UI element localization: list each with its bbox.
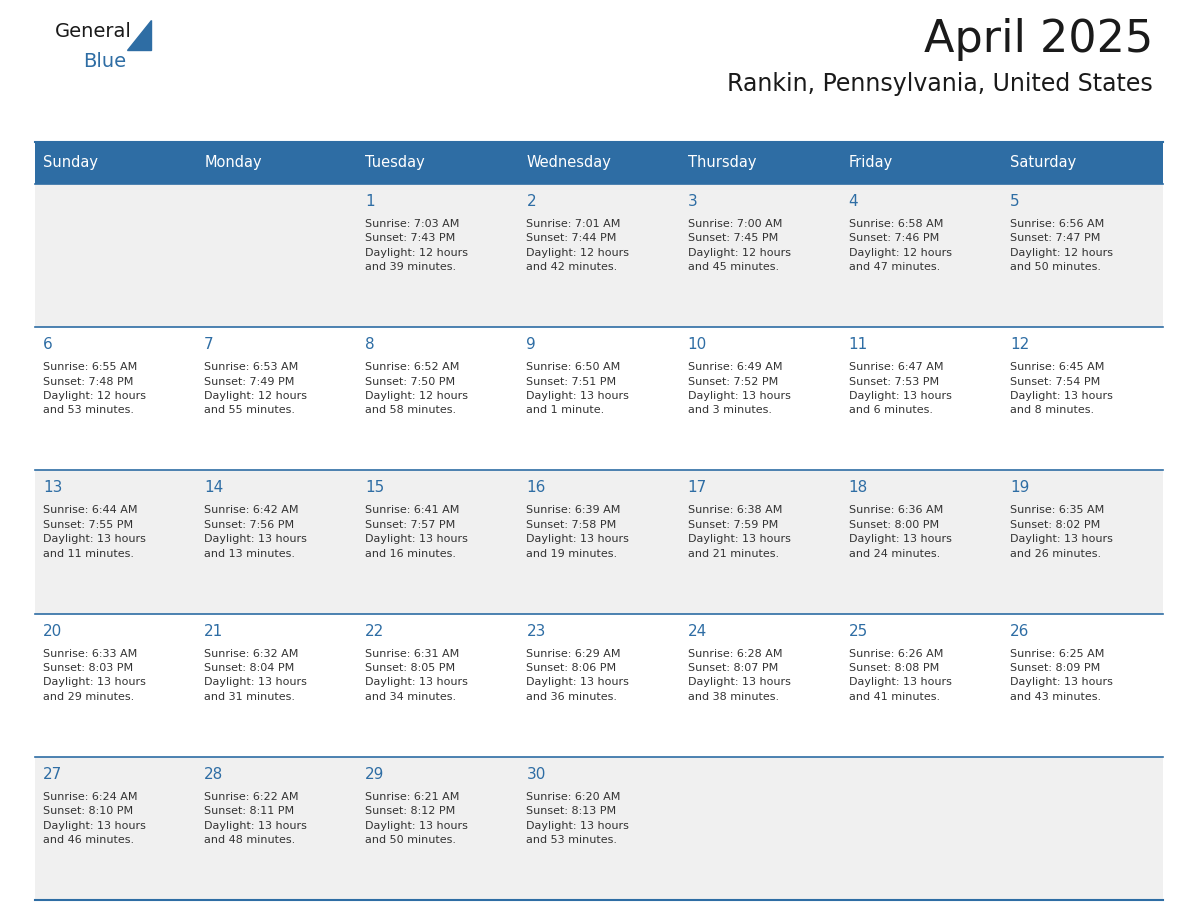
Bar <box>34 327 1163 470</box>
Text: 10: 10 <box>688 337 707 353</box>
Text: Tuesday: Tuesday <box>365 155 425 171</box>
Text: 16: 16 <box>526 480 545 496</box>
Text: 12: 12 <box>1010 337 1029 353</box>
Text: Sunrise: 6:56 AM
Sunset: 7:47 PM
Daylight: 12 hours
and 50 minutes.: Sunrise: 6:56 AM Sunset: 7:47 PM Dayligh… <box>1010 219 1113 273</box>
Text: 30: 30 <box>526 767 545 782</box>
Text: Friday: Friday <box>848 155 893 171</box>
Text: 17: 17 <box>688 480 707 496</box>
Text: Sunrise: 6:55 AM
Sunset: 7:48 PM
Daylight: 12 hours
and 53 minutes.: Sunrise: 6:55 AM Sunset: 7:48 PM Dayligh… <box>43 363 146 416</box>
Text: Sunrise: 6:21 AM
Sunset: 8:12 PM
Daylight: 13 hours
and 50 minutes.: Sunrise: 6:21 AM Sunset: 8:12 PM Dayligh… <box>365 792 468 845</box>
Text: April 2025: April 2025 <box>924 18 1154 61</box>
Text: Saturday: Saturday <box>1010 155 1076 171</box>
Text: Sunrise: 6:45 AM
Sunset: 7:54 PM
Daylight: 13 hours
and 8 minutes.: Sunrise: 6:45 AM Sunset: 7:54 PM Dayligh… <box>1010 363 1113 416</box>
Text: Sunrise: 6:36 AM
Sunset: 8:00 PM
Daylight: 13 hours
and 24 minutes.: Sunrise: 6:36 AM Sunset: 8:00 PM Dayligh… <box>848 506 952 558</box>
Text: 5: 5 <box>1010 194 1019 209</box>
Text: Sunrise: 6:26 AM
Sunset: 8:08 PM
Daylight: 13 hours
and 41 minutes.: Sunrise: 6:26 AM Sunset: 8:08 PM Dayligh… <box>848 649 952 701</box>
Text: 19: 19 <box>1010 480 1029 496</box>
Text: 25: 25 <box>848 623 868 639</box>
Text: 20: 20 <box>43 623 62 639</box>
Text: 8: 8 <box>365 337 375 353</box>
Text: 29: 29 <box>365 767 385 782</box>
Bar <box>34 756 1163 900</box>
Text: Thursday: Thursday <box>688 155 756 171</box>
Text: 4: 4 <box>848 194 859 209</box>
Bar <box>34 470 1163 613</box>
Text: 3: 3 <box>688 194 697 209</box>
Text: Sunrise: 6:41 AM
Sunset: 7:57 PM
Daylight: 13 hours
and 16 minutes.: Sunrise: 6:41 AM Sunset: 7:57 PM Dayligh… <box>365 506 468 558</box>
Text: Sunrise: 6:24 AM
Sunset: 8:10 PM
Daylight: 13 hours
and 46 minutes.: Sunrise: 6:24 AM Sunset: 8:10 PM Dayligh… <box>43 792 146 845</box>
Text: Sunrise: 6:31 AM
Sunset: 8:05 PM
Daylight: 13 hours
and 34 minutes.: Sunrise: 6:31 AM Sunset: 8:05 PM Dayligh… <box>365 649 468 701</box>
Bar <box>34 184 1163 327</box>
Text: 9: 9 <box>526 337 536 353</box>
Polygon shape <box>127 20 151 50</box>
Text: Sunrise: 7:00 AM
Sunset: 7:45 PM
Daylight: 12 hours
and 45 minutes.: Sunrise: 7:00 AM Sunset: 7:45 PM Dayligh… <box>688 219 790 273</box>
Text: Sunrise: 6:47 AM
Sunset: 7:53 PM
Daylight: 13 hours
and 6 minutes.: Sunrise: 6:47 AM Sunset: 7:53 PM Dayligh… <box>848 363 952 416</box>
Text: Sunrise: 6:20 AM
Sunset: 8:13 PM
Daylight: 13 hours
and 53 minutes.: Sunrise: 6:20 AM Sunset: 8:13 PM Dayligh… <box>526 792 630 845</box>
Text: Sunrise: 6:49 AM
Sunset: 7:52 PM
Daylight: 13 hours
and 3 minutes.: Sunrise: 6:49 AM Sunset: 7:52 PM Dayligh… <box>688 363 790 416</box>
Text: Sunrise: 6:29 AM
Sunset: 8:06 PM
Daylight: 13 hours
and 36 minutes.: Sunrise: 6:29 AM Sunset: 8:06 PM Dayligh… <box>526 649 630 701</box>
Text: Sunrise: 6:52 AM
Sunset: 7:50 PM
Daylight: 12 hours
and 58 minutes.: Sunrise: 6:52 AM Sunset: 7:50 PM Dayligh… <box>365 363 468 416</box>
Text: Sunrise: 6:32 AM
Sunset: 8:04 PM
Daylight: 13 hours
and 31 minutes.: Sunrise: 6:32 AM Sunset: 8:04 PM Dayligh… <box>204 649 307 701</box>
Text: 26: 26 <box>1010 623 1029 639</box>
Text: Sunrise: 6:50 AM
Sunset: 7:51 PM
Daylight: 13 hours
and 1 minute.: Sunrise: 6:50 AM Sunset: 7:51 PM Dayligh… <box>526 363 630 416</box>
Text: 13: 13 <box>43 480 63 496</box>
Text: Monday: Monday <box>204 155 261 171</box>
Text: 1: 1 <box>365 194 375 209</box>
Bar <box>34 613 1163 756</box>
Text: Sunrise: 7:01 AM
Sunset: 7:44 PM
Daylight: 12 hours
and 42 minutes.: Sunrise: 7:01 AM Sunset: 7:44 PM Dayligh… <box>526 219 630 273</box>
Bar <box>34 142 1163 184</box>
Text: 2: 2 <box>526 194 536 209</box>
Text: 21: 21 <box>204 623 223 639</box>
Text: 6: 6 <box>43 337 52 353</box>
Text: Sunrise: 6:39 AM
Sunset: 7:58 PM
Daylight: 13 hours
and 19 minutes.: Sunrise: 6:39 AM Sunset: 7:58 PM Dayligh… <box>526 506 630 558</box>
Text: Sunrise: 6:44 AM
Sunset: 7:55 PM
Daylight: 13 hours
and 11 minutes.: Sunrise: 6:44 AM Sunset: 7:55 PM Dayligh… <box>43 506 146 558</box>
Text: 7: 7 <box>204 337 214 353</box>
Text: 28: 28 <box>204 767 223 782</box>
Text: 14: 14 <box>204 480 223 496</box>
Text: Sunrise: 6:25 AM
Sunset: 8:09 PM
Daylight: 13 hours
and 43 minutes.: Sunrise: 6:25 AM Sunset: 8:09 PM Dayligh… <box>1010 649 1113 701</box>
Text: 23: 23 <box>526 623 545 639</box>
Text: 24: 24 <box>688 623 707 639</box>
Text: 18: 18 <box>848 480 868 496</box>
Text: General: General <box>55 22 132 41</box>
Text: Sunrise: 6:53 AM
Sunset: 7:49 PM
Daylight: 12 hours
and 55 minutes.: Sunrise: 6:53 AM Sunset: 7:49 PM Dayligh… <box>204 363 308 416</box>
Text: Sunrise: 6:38 AM
Sunset: 7:59 PM
Daylight: 13 hours
and 21 minutes.: Sunrise: 6:38 AM Sunset: 7:59 PM Dayligh… <box>688 506 790 558</box>
Text: Sunrise: 6:35 AM
Sunset: 8:02 PM
Daylight: 13 hours
and 26 minutes.: Sunrise: 6:35 AM Sunset: 8:02 PM Dayligh… <box>1010 506 1113 558</box>
Text: 27: 27 <box>43 767 62 782</box>
Text: Rankin, Pennsylvania, United States: Rankin, Pennsylvania, United States <box>727 72 1154 96</box>
Text: Wednesday: Wednesday <box>526 155 612 171</box>
Text: Sunrise: 6:42 AM
Sunset: 7:56 PM
Daylight: 13 hours
and 13 minutes.: Sunrise: 6:42 AM Sunset: 7:56 PM Dayligh… <box>204 506 307 558</box>
Text: Blue: Blue <box>83 52 126 71</box>
Text: Sunrise: 7:03 AM
Sunset: 7:43 PM
Daylight: 12 hours
and 39 minutes.: Sunrise: 7:03 AM Sunset: 7:43 PM Dayligh… <box>365 219 468 273</box>
Text: 11: 11 <box>848 337 868 353</box>
Text: Sunrise: 6:58 AM
Sunset: 7:46 PM
Daylight: 12 hours
and 47 minutes.: Sunrise: 6:58 AM Sunset: 7:46 PM Dayligh… <box>848 219 952 273</box>
Text: Sunrise: 6:33 AM
Sunset: 8:03 PM
Daylight: 13 hours
and 29 minutes.: Sunrise: 6:33 AM Sunset: 8:03 PM Dayligh… <box>43 649 146 701</box>
Text: Sunday: Sunday <box>43 155 97 171</box>
Text: 22: 22 <box>365 623 385 639</box>
Text: Sunrise: 6:22 AM
Sunset: 8:11 PM
Daylight: 13 hours
and 48 minutes.: Sunrise: 6:22 AM Sunset: 8:11 PM Dayligh… <box>204 792 307 845</box>
Text: 15: 15 <box>365 480 385 496</box>
Text: Sunrise: 6:28 AM
Sunset: 8:07 PM
Daylight: 13 hours
and 38 minutes.: Sunrise: 6:28 AM Sunset: 8:07 PM Dayligh… <box>688 649 790 701</box>
